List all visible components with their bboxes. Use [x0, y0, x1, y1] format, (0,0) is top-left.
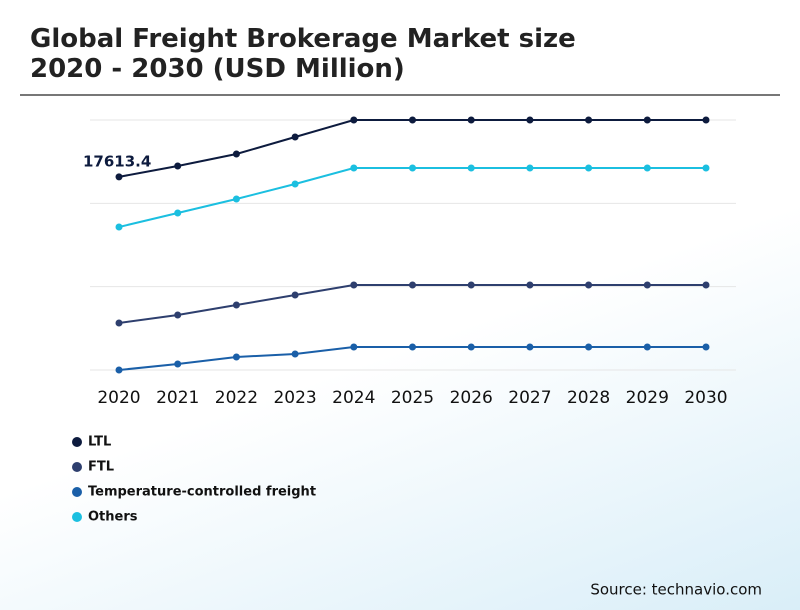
data-point — [702, 116, 710, 124]
data-point — [115, 173, 123, 181]
data-label: 17613.4 — [83, 152, 151, 170]
data-point — [467, 116, 475, 124]
data-point — [585, 343, 593, 351]
data-point — [291, 350, 299, 358]
chart-title: Global Freight Brokerage Market size 202… — [30, 24, 576, 84]
x-tick-label: 2028 — [567, 388, 610, 408]
data-point — [174, 162, 182, 170]
data-point — [291, 133, 299, 141]
data-point — [526, 116, 534, 124]
source: Source: technavio.com — [590, 581, 762, 599]
x-tick-label: 2025 — [391, 388, 434, 408]
data-point — [350, 116, 358, 124]
x-tick-label: 2024 — [332, 388, 375, 408]
series-line — [118, 167, 706, 228]
x-tick-label: 2030 — [684, 388, 727, 408]
data-point — [643, 116, 651, 124]
x-tick-label: 2020 — [97, 388, 140, 408]
data-point — [643, 164, 651, 172]
data-point — [232, 195, 240, 203]
data-point — [232, 301, 240, 309]
legend-marker — [72, 512, 82, 522]
data-point — [585, 116, 593, 124]
legend-marker — [72, 462, 82, 472]
data-point — [526, 164, 534, 172]
series-line — [118, 284, 706, 324]
data-point — [350, 281, 358, 289]
data-point — [526, 343, 534, 351]
legend-label: FTL — [88, 460, 114, 475]
data-point — [409, 164, 416, 172]
data-point — [232, 353, 240, 361]
x-tick-label: 2029 — [626, 388, 669, 408]
data-point — [643, 343, 651, 351]
data-point — [467, 281, 475, 289]
data-point — [702, 343, 710, 351]
x-tick-label: 2021 — [156, 388, 199, 408]
data-point — [350, 343, 358, 351]
data-point — [467, 343, 475, 351]
data-point — [174, 360, 182, 368]
x-tick-label: 2026 — [450, 388, 493, 408]
legend-label: Temperature-controlled freight — [88, 485, 316, 500]
x-tick-label: 2023 — [273, 388, 316, 408]
data-point — [115, 366, 123, 374]
legend-label: Others — [88, 510, 138, 525]
data-point — [291, 291, 299, 299]
data-point — [115, 223, 123, 231]
data-point — [467, 164, 475, 172]
data-point — [409, 116, 416, 124]
data-point — [702, 164, 710, 172]
data-point — [291, 180, 299, 188]
data-point — [585, 281, 593, 289]
legend-label: LTL — [88, 435, 111, 450]
data-point — [643, 281, 651, 289]
data-point — [174, 311, 182, 319]
x-tick-label: 2027 — [508, 388, 551, 408]
x-tick-label: 2022 — [215, 388, 258, 408]
title-rule — [20, 94, 780, 96]
data-point — [585, 164, 593, 172]
legend-marker — [72, 487, 82, 497]
data-point — [702, 281, 710, 289]
data-point — [526, 281, 534, 289]
legend-marker — [72, 437, 82, 447]
data-point — [409, 281, 416, 289]
data-point — [232, 150, 240, 158]
data-point — [409, 343, 416, 351]
data-point — [115, 319, 123, 327]
data-point — [174, 209, 182, 217]
data-point — [350, 164, 358, 172]
